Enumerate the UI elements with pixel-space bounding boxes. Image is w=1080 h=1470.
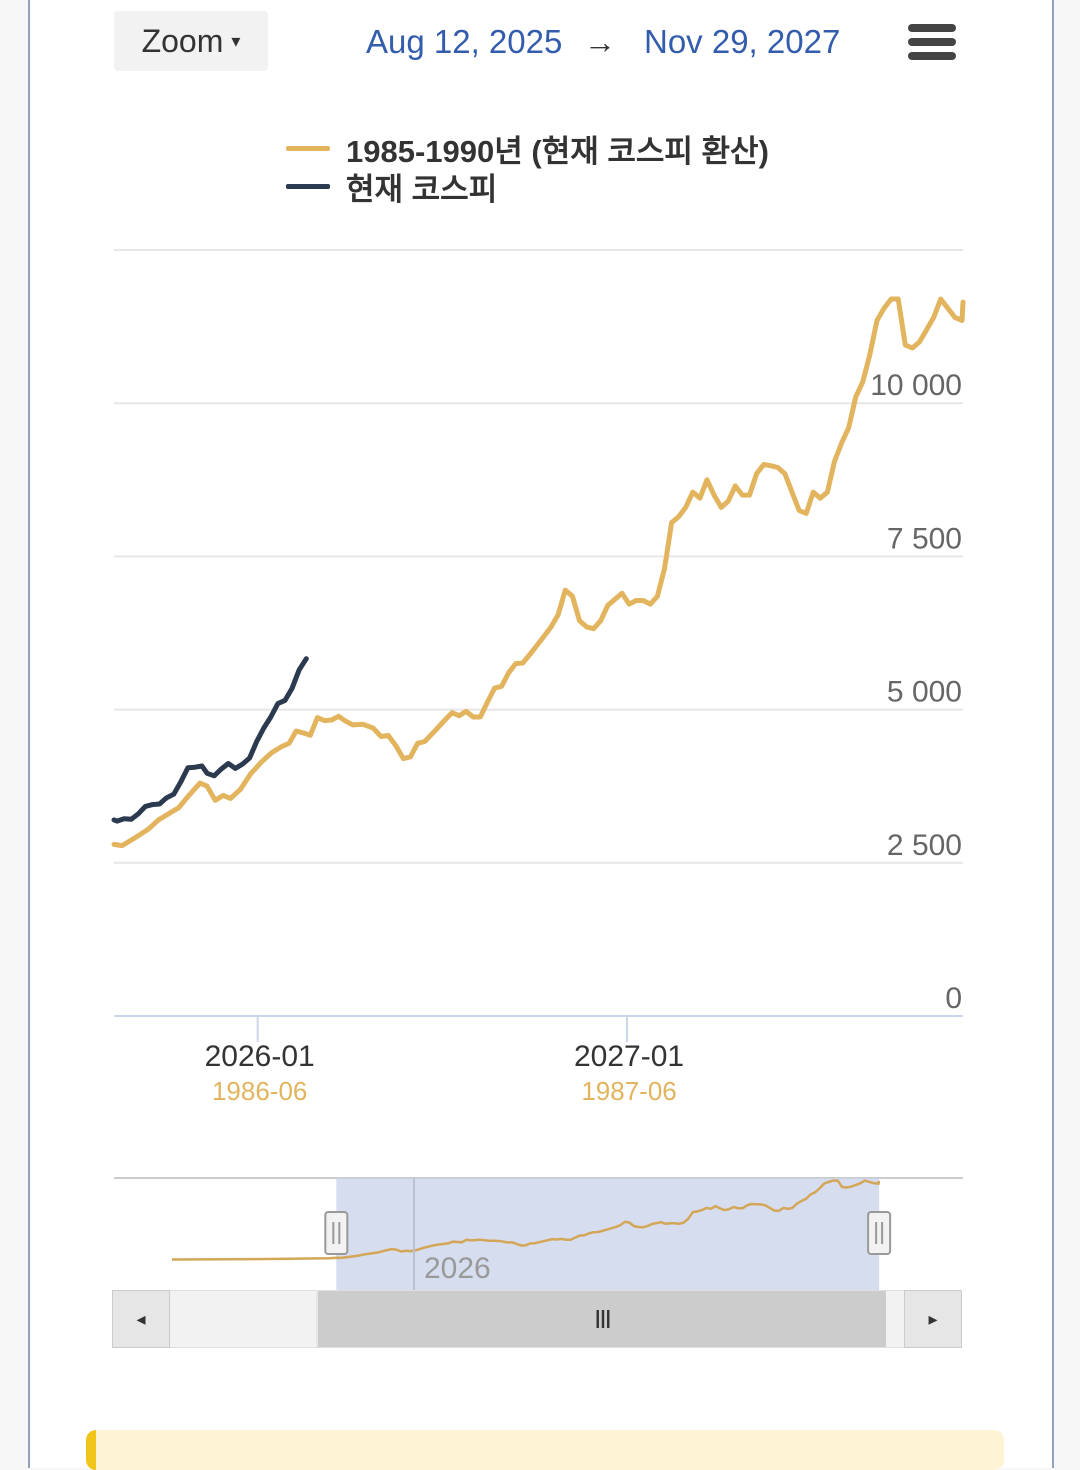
y-tick-label: 2 500: [887, 829, 962, 862]
y-tick-label: 7 500: [887, 522, 962, 555]
navigator-handle-right[interactable]: [867, 1211, 892, 1255]
zoom-button[interactable]: Zoom ▾: [114, 11, 268, 71]
legend-label-1985: 1985-1990년 (현재 코스피 환산): [346, 133, 769, 169]
legend-swatch-1985: [286, 145, 330, 151]
navigator-series-line: [171, 1179, 881, 1261]
scrollbar-track[interactable]: III: [170, 1290, 904, 1348]
series-lines: [111, 296, 966, 849]
scroll-left-button[interactable]: ◂: [112, 1290, 170, 1348]
y-tick-label: 5 000: [887, 676, 962, 709]
navigator-chart[interactable]: 2026: [0, 1170, 1080, 1295]
grip-icon: III: [594, 1303, 612, 1334]
navigator-selection[interactable]: [336, 1178, 880, 1290]
scroll-right-button[interactable]: ▸: [904, 1290, 962, 1348]
series-line-current[interactable]: [111, 656, 309, 824]
range-to-date[interactable]: Nov 29, 2027: [644, 23, 841, 60]
range-from-date[interactable]: Aug 12, 2025: [366, 23, 563, 60]
navigator-handle-left[interactable]: [324, 1211, 349, 1255]
navigator-tick-label: 2026: [424, 1252, 491, 1285]
series-line-1985[interactable]: [111, 296, 966, 849]
zoom-label: Zoom: [141, 22, 224, 59]
y-tick-label: 0: [945, 982, 962, 1015]
x-secondary-tick-label: 1986-06: [212, 1076, 307, 1106]
caret-down-icon: ▾: [231, 30, 241, 51]
legend-item-current[interactable]: 현재 코스피: [286, 168, 497, 207]
x-tick-label: 2027-01: [574, 1040, 684, 1073]
arrow-right-icon: ▸: [928, 1308, 938, 1329]
x-secondary-tick-label: 1987-06: [581, 1076, 676, 1106]
y-axis-labels: 0 2 500 5 000 7 500 10 000: [870, 369, 962, 1015]
y-tick-label: 10 000: [870, 369, 962, 402]
arrow-left-icon: ◂: [136, 1308, 146, 1329]
gridlines: [114, 249, 963, 1017]
scrollbar-thumb[interactable]: III: [316, 1291, 886, 1347]
hamburger-menu-icon[interactable]: [908, 24, 956, 64]
legend-label-current: 현재 코스피: [346, 171, 498, 207]
legend-item-1985[interactable]: 1985-1990년 (현재 코스피 환산): [286, 130, 769, 169]
legend-swatch-current: [286, 183, 330, 189]
x-tick-label: 2026-01: [205, 1040, 315, 1073]
notice-box: [86, 1430, 1004, 1470]
arrow-right-icon: →: [584, 24, 616, 60]
